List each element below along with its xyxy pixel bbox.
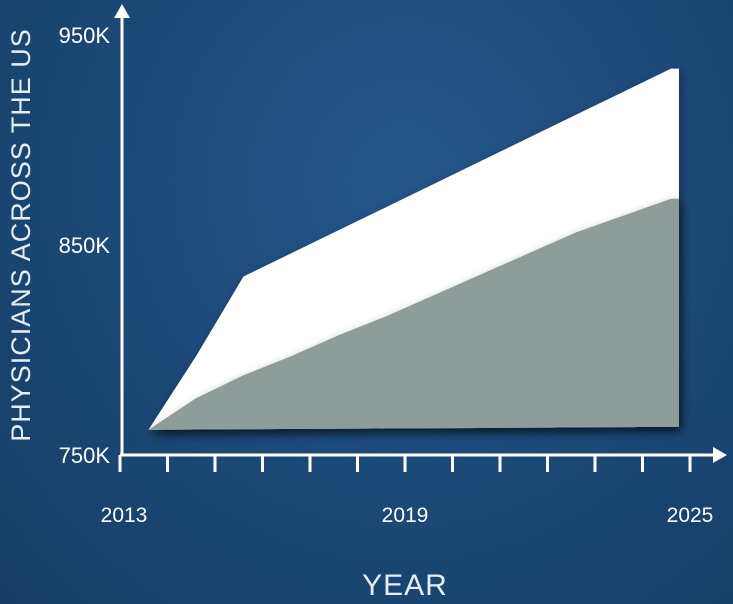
tick-labels: 2013 2019 2025 750K 850K 950K (59, 23, 714, 527)
x-axis-title: YEAR (362, 569, 448, 602)
y-axis-title: PHYSICIANS ACROSS THE US (6, 28, 36, 442)
x-tick-label-2019: 2019 (382, 504, 429, 527)
x-ticks (118, 455, 692, 472)
series-layer (148, 68, 679, 430)
x-tick-label-2025: 2025 (667, 504, 714, 527)
x-tick-label-2013: 2013 (101, 504, 148, 527)
x-axis-arrow (713, 447, 727, 463)
y-tick-label-750K: 750K (59, 443, 111, 468)
series-area-lower (148, 198, 679, 430)
y-tick-label-950K: 950K (59, 23, 111, 48)
y-axis-arrow (114, 4, 130, 18)
axes (114, 4, 727, 463)
y-tick-label-850K: 850K (59, 233, 111, 258)
